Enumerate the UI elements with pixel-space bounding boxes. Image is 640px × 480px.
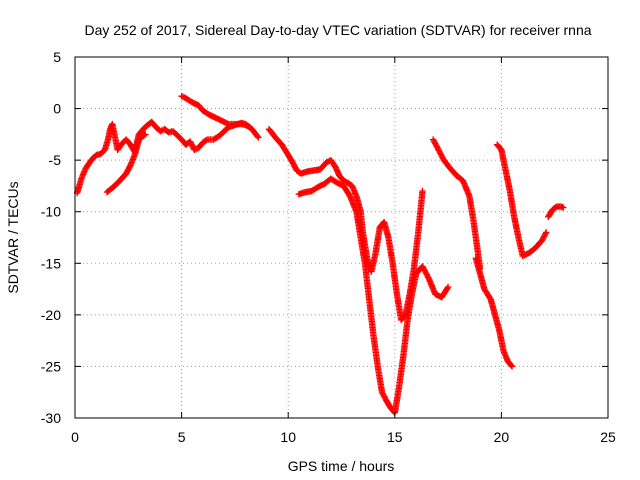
x-tick-label: 0: [71, 429, 79, 445]
data-series: [545, 203, 567, 221]
y-tick-label: 0: [53, 101, 61, 117]
x-tick-label: 25: [600, 429, 616, 445]
data-point: [341, 178, 349, 185]
data-point: [542, 230, 549, 237]
data-series: [73, 118, 262, 197]
data-point: [508, 363, 516, 370]
data-series: [472, 254, 516, 370]
y-tick-label: -20: [41, 307, 61, 323]
data-point: [254, 133, 261, 140]
data-point: [444, 283, 452, 291]
data-point: [243, 122, 251, 129]
data-point: [419, 187, 426, 195]
data-point: [179, 93, 187, 101]
y-tick-label: -15: [41, 255, 61, 271]
axis-ticks: 0 5 10 15 20 25 -30 -25 -20 -15 -10 -5 0 5: [41, 49, 616, 445]
data-point: [245, 123, 252, 130]
data-point: [178, 92, 185, 100]
data-point: [192, 145, 200, 153]
data-point: [444, 285, 451, 292]
chart-title: Day 252 of 2017, Sidereal Day-to-day VTE…: [84, 22, 591, 38]
data-point: [246, 123, 254, 131]
data-point: [508, 362, 515, 369]
y-tick-label: -10: [41, 204, 61, 220]
plot-frame: [74, 56, 609, 419]
data-point: [255, 134, 262, 141]
data-point: [157, 128, 164, 135]
data-series: [265, 126, 426, 324]
data-series: [493, 141, 550, 260]
data-point: [142, 131, 149, 138]
data-point: [191, 146, 198, 154]
data-series: [429, 136, 484, 272]
data-series: [178, 92, 254, 131]
data-point: [141, 132, 148, 139]
data-point: [560, 204, 567, 211]
data-series: [295, 175, 452, 417]
data-series: [103, 131, 149, 196]
data-point: [126, 163, 133, 170]
x-tick-label: 15: [387, 429, 403, 445]
x-tick-label: 5: [178, 429, 186, 445]
y-axis-label: SDTVAR / TECUs: [5, 181, 21, 293]
data-point: [323, 159, 330, 166]
x-tick-label: 10: [280, 429, 296, 445]
y-tick-label: -30: [41, 410, 61, 426]
y-tick-label: -5: [49, 152, 62, 168]
y-tick-label: 5: [53, 49, 61, 65]
grid: [75, 57, 608, 418]
data-marks: [73, 92, 567, 417]
data-point: [542, 229, 550, 236]
x-tick-label: 20: [494, 429, 510, 445]
x-axis-label: GPS time / hours: [288, 458, 395, 474]
y-tick-label: -25: [41, 358, 61, 374]
data-point: [242, 121, 249, 129]
